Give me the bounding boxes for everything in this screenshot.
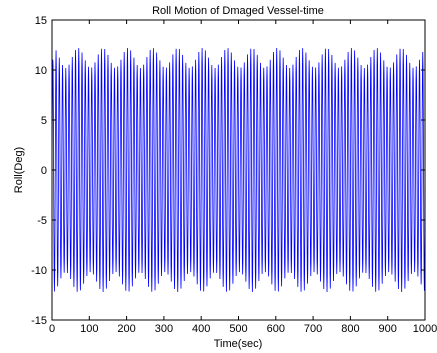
x-tick-label: 400: [192, 323, 210, 335]
y-tick-label: -10: [31, 265, 47, 277]
series-layer: [51, 48, 426, 293]
x-tick-label: 600: [267, 323, 285, 335]
y-tick-label: 10: [35, 65, 47, 77]
x-tick-label: 100: [80, 323, 98, 335]
y-tick-label: 5: [41, 115, 47, 127]
x-tick-label: 900: [379, 323, 397, 335]
x-tick-label: 500: [229, 323, 247, 335]
x-tick-label: 0: [49, 323, 55, 335]
y-tick-label: 15: [35, 15, 47, 27]
ticks-layer: 0 100 200 300 400 500 600 700 800 900 1000-15-10-5…: [31, 15, 437, 335]
x-tick-label: 800: [341, 323, 359, 335]
x-tick-label: 300: [155, 323, 173, 335]
x-tick-label: 700: [304, 323, 322, 335]
y-tick-label: 0: [41, 165, 47, 177]
chart-title: Roll Motion of Dmaged Vessel-time: [152, 5, 324, 17]
y-tick-label: -5: [37, 215, 47, 227]
y-axis-label: Roll(Deg): [13, 147, 25, 193]
x-tick-label: 200: [117, 323, 135, 335]
x-tick-label: 1000: [413, 323, 437, 335]
roll-series-line: [51, 48, 426, 293]
y-tick-label: -15: [31, 315, 47, 327]
x-axis-label: Time(sec): [214, 338, 262, 350]
